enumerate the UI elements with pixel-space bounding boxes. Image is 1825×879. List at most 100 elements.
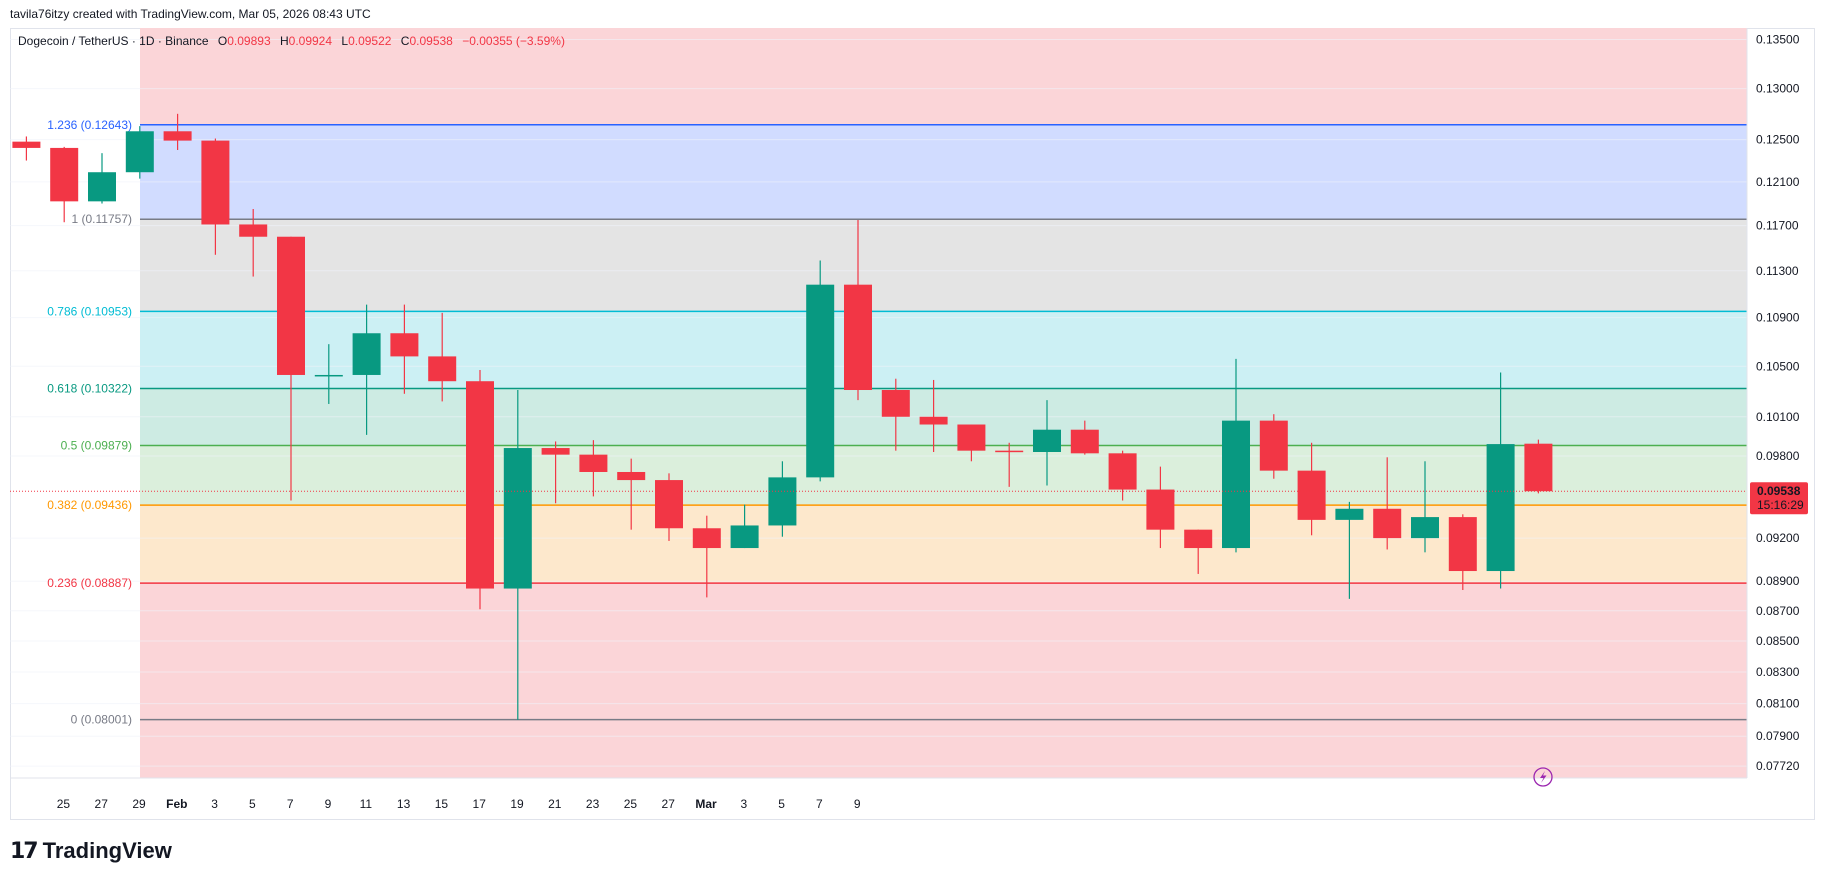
time-tick-label: 7 [287, 797, 294, 811]
price-tick-label: 0.09800 [1756, 449, 1800, 463]
candle-body [428, 356, 457, 382]
time-tick-label: 15 [435, 797, 449, 811]
candle [50, 146, 79, 223]
high-label: H [279, 34, 289, 48]
time-tick-label: 13 [397, 797, 411, 811]
close-value: 0.09538 [409, 34, 453, 48]
candle [466, 369, 494, 610]
price-axis: 0.13500 0.13000 0.12500 0.12100 0.11700 0.113… [1746, 28, 1800, 778]
price-tick-label: 0.07900 [1756, 729, 1800, 743]
time-tick-label: 21 [548, 797, 562, 811]
candle-body [768, 477, 797, 526]
candle-body [352, 333, 381, 375]
fib-label: 0.5 (0.09879) [61, 439, 132, 453]
fib-label: 0.382 (0.09436) [47, 498, 132, 512]
tradingview-logo[interactable]: 17 TradingView [10, 838, 172, 864]
fib-zone-bottom [140, 719, 1747, 778]
price-tick-label: 0.11700 [1756, 219, 1799, 233]
candle [390, 304, 419, 394]
candle-body [1259, 420, 1288, 471]
time-tick-label: 25 [57, 797, 71, 811]
candle-body [692, 528, 721, 549]
candle-body [239, 224, 268, 237]
symbol-legend: Dogecoin / TetherUS · 1D · Binance O0.09… [18, 34, 565, 48]
candle-body [730, 525, 759, 549]
price-tick-label: 0.09200 [1756, 531, 1800, 545]
candle-body [806, 284, 835, 478]
candle [314, 344, 343, 404]
price-tick-label: 0.10500 [1756, 359, 1800, 373]
time-tick-label: 5 [778, 797, 785, 811]
fib-levels: 1.236 (0.12643) 1 (0.11757) 0.786 (0.10953… [47, 118, 1747, 727]
candle [1146, 466, 1175, 549]
candle-body [1411, 517, 1439, 539]
candle-body [466, 381, 494, 589]
candle-body [617, 471, 646, 481]
candle-body [503, 448, 532, 589]
symbol-name: Dogecoin / TetherUS · 1D · Binance [18, 34, 209, 48]
price-tick-label: 0.08500 [1756, 634, 1800, 648]
candle [730, 504, 759, 549]
change-value: −0.00355 (−3.59%) [462, 34, 565, 48]
fib-label: 0.786 (0.10953) [47, 304, 132, 318]
price-tick-label: 0.10900 [1756, 311, 1800, 325]
time-tick-label: 23 [586, 797, 600, 811]
tradingview-logo-icon: 17 [10, 838, 39, 864]
price-tag-bg [1750, 482, 1808, 515]
price-tag-countdown: 15:16:29 [1757, 498, 1804, 512]
time-tick-label: 3 [211, 797, 218, 811]
chart-grid [10, 39, 1747, 767]
time-tick-label: 9 [854, 797, 861, 811]
price-tick-label: 0.13000 [1756, 82, 1800, 96]
high-value: 0.09924 [288, 34, 333, 48]
candle-body [201, 140, 230, 225]
candle-body [125, 131, 154, 173]
time-axis: 25 27 29 Feb 3 5 7 9 11 13 15 17 19 21 23 25 27 Mar 3 5 7 9 [10, 777, 1747, 811]
candle-body [579, 454, 608, 472]
price-tick-label: 0.08300 [1756, 665, 1800, 679]
candle-body [50, 147, 79, 202]
candle [1108, 450, 1137, 501]
price-tick-label: 0.13500 [1756, 33, 1800, 47]
candle-body [957, 424, 986, 451]
price-tick-label: 0.11300 [1756, 264, 1799, 278]
candle [1259, 414, 1288, 479]
candle-body [1184, 529, 1213, 549]
candle [692, 515, 721, 598]
candle-body [88, 172, 116, 202]
candle [125, 126, 154, 179]
candle [1486, 372, 1515, 589]
time-tick-label: 5 [249, 797, 256, 811]
fib-label: 0.236 (0.08887) [47, 576, 132, 590]
candle-body [1108, 453, 1137, 490]
candle-body [1448, 517, 1477, 572]
time-tick-label: 29 [132, 797, 146, 811]
candle [1222, 358, 1250, 553]
candle [163, 113, 192, 151]
low-label: L [341, 34, 349, 48]
candle [1448, 514, 1477, 591]
candle [617, 458, 646, 530]
time-tick-label: 9 [325, 797, 332, 811]
fib-zone [140, 219, 1747, 312]
candle [1524, 439, 1553, 494]
candle-body [163, 131, 192, 141]
candle [88, 153, 116, 204]
close-label: C [400, 34, 410, 48]
candle-body [1146, 489, 1175, 530]
candle-body [541, 448, 570, 455]
fib-zones [140, 28, 1747, 778]
fib-zone [140, 583, 1747, 720]
candle [844, 220, 872, 401]
time-tick-label: 19 [510, 797, 524, 811]
candle [12, 136, 41, 161]
price-tick-label: 0.08700 [1756, 604, 1800, 618]
candle-body [1222, 420, 1250, 549]
lightning-icon[interactable] [1533, 767, 1553, 787]
candle [1184, 529, 1213, 574]
price-tick-label: 0.08900 [1756, 574, 1800, 588]
candle [1297, 442, 1326, 536]
candle [1070, 420, 1099, 455]
fib-label: 0 (0.08001) [71, 713, 132, 727]
